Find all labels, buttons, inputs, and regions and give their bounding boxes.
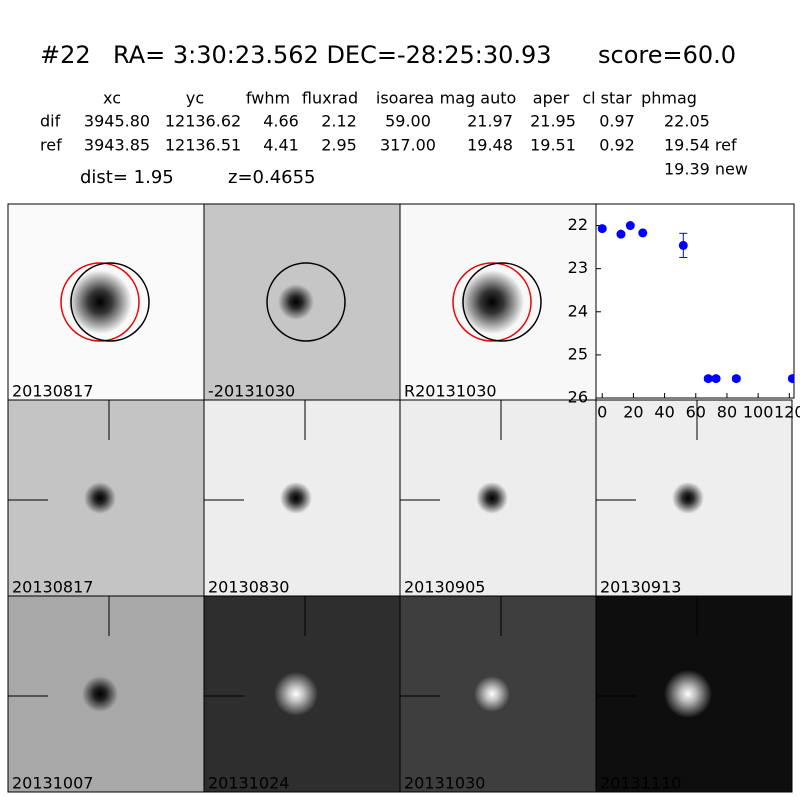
source-blob [84,482,116,514]
table-cell: 3945.80 [84,112,150,131]
x-tick-label: 100 [743,403,774,422]
stamp-label: 20130913 [600,578,681,597]
score: score=60.0 [598,41,736,69]
source-blob [460,270,524,334]
table-cell: 2.12 [321,112,357,131]
y-tick-label: 26 [568,388,588,407]
column-header: aper [533,89,570,108]
table-cell: 4.41 [263,136,299,155]
column-header: yc [186,89,204,108]
stamp-label: R20131030 [404,382,497,401]
table-cell: 19.51 [530,136,576,155]
stamp-label: -20131030 [208,382,295,401]
source-blob [278,284,314,320]
row-label: dif [40,112,61,131]
stamp-label: 20130817 [12,382,93,401]
table-cell: 19.48 [467,136,513,155]
data-point [703,374,713,384]
data-point [597,224,607,234]
data-point [711,374,721,384]
column-header: mag auto [440,89,517,108]
table-cell: 59.00 [385,112,431,131]
aperture-circle [452,262,532,342]
stamp-label: 20131030 [404,774,485,793]
source-blob [476,482,508,514]
source-blob [474,676,510,712]
stamp-label: 20131007 [12,774,93,793]
plot-area [595,203,795,399]
table-cell: 0.92 [599,136,635,155]
data-point [678,240,688,250]
table-cell: 317.00 [380,136,436,155]
y-tick-label: 24 [568,301,588,320]
stamp-label: 20130830 [208,578,289,597]
column-header: fluxrad [302,89,358,108]
x-tick-label: 120 [774,403,800,422]
x-tick-label: 0 [597,403,607,422]
table-cell: 22.05 [664,112,710,131]
data-point [625,221,635,231]
stamp-label: 20131024 [208,774,289,793]
table-cell: 3943.85 [84,136,150,155]
x-tick-label: 20 [623,403,643,422]
column-header: fwhm [246,89,290,108]
source-blob [280,482,312,514]
coordinates: RA= 3:30:23.562 DEC=-28:25:30.93 [113,41,552,69]
x-tick-label: 60 [686,403,706,422]
y-tick-label: 25 [568,344,588,363]
table-cell: 19.54 ref [664,136,737,155]
table-cell: 21.95 [530,112,576,131]
x-tick-label: 80 [717,403,737,422]
object-id: #22 [40,41,91,69]
table-cell: 21.97 [467,112,513,131]
source-blob [82,676,118,712]
column-header: cl star [582,89,632,108]
table-cell: 4.66 [263,112,299,131]
aperture-circle [70,262,150,342]
stamp-label: 20130905 [404,578,485,597]
x-tick-label: 40 [654,403,674,422]
stamp-label: 20131110 [600,774,681,793]
table-cell: 12136.51 [165,136,241,155]
column-header: xc [103,89,121,108]
phmag-new: 19.39 new [664,160,748,179]
y-tick-label: 23 [568,258,588,277]
source-blob [664,670,712,718]
data-point [638,228,648,238]
table-cell: 2.95 [321,136,357,155]
y-tick-label: 22 [568,215,588,234]
aperture-circle [266,262,346,342]
data-point [731,374,741,384]
data-point [787,374,794,384]
source-blob [672,482,704,514]
column-header: isoarea [376,89,434,108]
aperture-circle [462,262,542,342]
table-cell: 12136.62 [165,112,241,131]
column-header: phmag [641,89,697,108]
data-point [616,229,626,239]
table-cell: 0.97 [599,112,635,131]
distance: dist= 1.95 [80,167,174,188]
redshift: z=0.4655 [228,167,316,188]
source-blob [274,672,318,716]
source-blob [68,270,132,334]
aperture-circle [60,262,140,342]
stamp-label: 20130817 [12,578,93,597]
row-label: ref [40,136,62,155]
